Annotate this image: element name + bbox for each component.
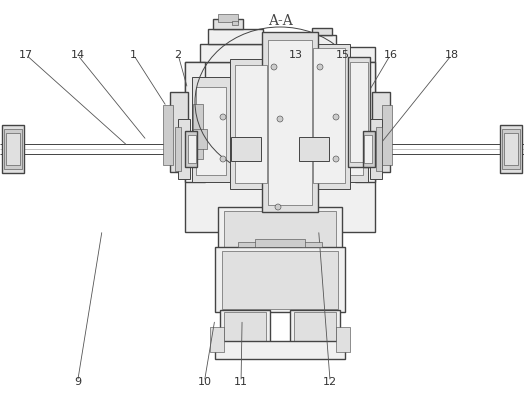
Bar [220,310,270,345]
Bar [6,133,20,165]
Bar [215,247,345,312]
Bar [300,47,375,62]
Bar [308,35,336,47]
Circle shape [277,116,283,122]
Circle shape [220,114,226,120]
Bar [357,104,367,159]
Bar [192,77,230,182]
Text: 2: 2 [174,50,182,60]
Text: 11: 11 [234,377,248,387]
Bar [188,135,196,163]
Circle shape [333,156,339,162]
Bar [218,207,342,252]
Bar [370,119,382,179]
Bar [193,104,203,159]
Bar [170,92,188,172]
Bar [363,131,375,167]
Text: 17: 17 [19,50,33,60]
Bar [376,127,382,171]
Bar [336,327,350,352]
Bar [224,312,266,342]
Bar [346,129,360,149]
Bar [185,131,197,167]
Text: 9: 9 [74,377,81,387]
Bar [268,40,312,205]
Text: 18: 18 [445,50,458,60]
Bar [308,44,350,189]
Bar [215,341,345,359]
Bar [235,65,267,183]
Bar [178,119,190,179]
Bar [185,62,375,232]
Circle shape [333,114,339,120]
Bar [196,87,226,175]
Bar [210,327,224,352]
Text: A-A: A-A [268,14,292,28]
Bar [294,312,336,342]
Bar [193,129,207,149]
Text: 1: 1 [130,50,137,60]
Text: 15: 15 [336,50,350,60]
Bar [218,14,238,22]
Bar [2,125,24,173]
Bar [500,125,522,173]
Bar [4,129,22,169]
Bar [224,211,336,249]
Bar [208,29,263,44]
Bar [238,242,258,247]
Bar [355,62,375,182]
Bar [230,59,272,189]
Circle shape [220,156,226,162]
Text: 12: 12 [323,377,337,387]
Bar [313,48,345,183]
Bar [364,135,372,163]
Bar [504,133,518,165]
Bar [232,21,238,25]
Text: 14: 14 [71,50,84,60]
Bar [222,251,338,309]
Circle shape [275,204,281,210]
Text: 10: 10 [198,377,211,387]
Bar [185,62,205,182]
Text: 16: 16 [384,50,397,60]
Bar [299,137,329,161]
Circle shape [317,64,323,70]
Bar [502,129,520,169]
Bar [333,87,363,175]
Text: 13: 13 [289,50,303,60]
Bar [382,105,392,165]
Bar [312,28,332,35]
Bar [350,62,368,162]
Bar [330,77,368,182]
Circle shape [271,64,277,70]
Bar [290,310,340,345]
Bar [348,57,370,167]
Bar [175,127,181,171]
Bar [255,239,305,247]
Bar [372,92,390,172]
Bar [302,242,322,247]
Bar [213,19,243,29]
Bar [231,137,261,161]
Bar [163,105,173,165]
Bar [262,32,318,212]
Bar [200,44,310,62]
